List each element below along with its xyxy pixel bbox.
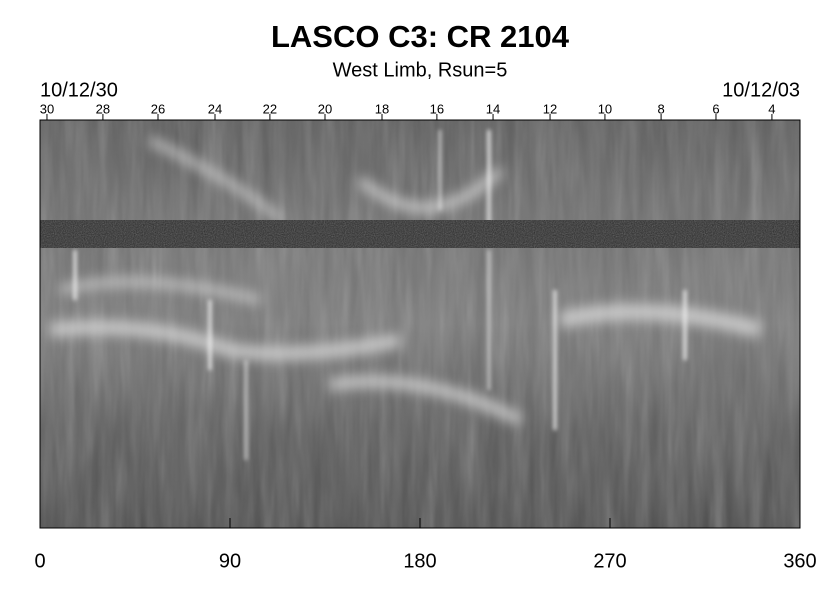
start-date: 10/12/30 <box>40 79 118 101</box>
top-tick-label: 30 <box>40 101 54 116</box>
synoptic-image <box>40 120 800 528</box>
top-tick-label: 26 <box>151 101 165 116</box>
top-tick-label: 24 <box>208 101 222 116</box>
axes: 0 90 180 270 360 30 28 26 24 22 20 18 16 14 12 10 8 6 4 <box>34 101 816 572</box>
top-tick-label: 28 <box>96 101 110 116</box>
top-tick-label: 14 <box>486 101 500 116</box>
x-tick-label: 90 <box>219 550 241 572</box>
x-tick-label: 0 <box>34 550 45 572</box>
chart-title: LASCO C3: CR 2104 <box>271 19 570 54</box>
top-tick-label: 16 <box>430 101 444 116</box>
end-date: 10/12/03 <box>722 79 800 101</box>
top-tick-label: 12 <box>543 101 557 116</box>
x-tick-label: 180 <box>403 550 436 572</box>
top-tick-label: 10 <box>598 101 612 116</box>
top-tick-label: 18 <box>375 101 389 116</box>
top-tick-label: 20 <box>318 101 332 116</box>
x-tick-label: 360 <box>783 550 816 572</box>
top-tick-label: 6 <box>712 101 719 116</box>
top-tick-label: 22 <box>263 101 277 116</box>
chart-subtitle: West Limb, Rsun=5 <box>333 59 508 81</box>
x-tick-label: 270 <box>593 550 626 572</box>
top-tick-label: 8 <box>657 101 664 116</box>
top-tick-label: 4 <box>768 101 775 116</box>
